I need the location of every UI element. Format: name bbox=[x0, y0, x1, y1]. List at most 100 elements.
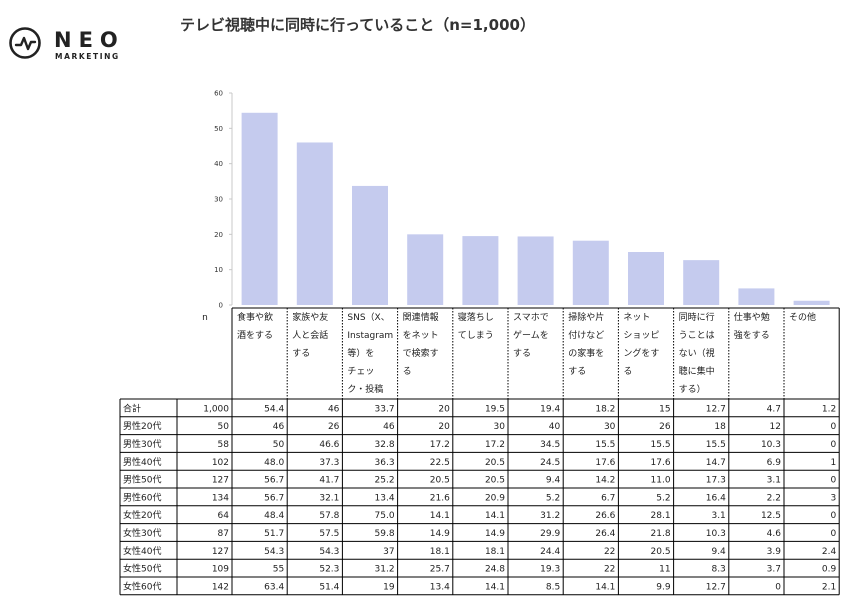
table-cell-value: 25.2 bbox=[375, 476, 395, 486]
category-label-line: 付けなど bbox=[568, 330, 604, 341]
table-cell-value: 14.1 bbox=[595, 582, 615, 592]
category-label-line: 等）を bbox=[347, 347, 374, 359]
table-cell-value: 54.3 bbox=[264, 547, 284, 557]
table-cell-value: 12.7 bbox=[706, 404, 726, 414]
table-cell-value: 0 bbox=[775, 582, 781, 592]
table-cell-value: 14.7 bbox=[706, 458, 726, 468]
row-label: 女性60代 bbox=[123, 580, 161, 592]
category-label-line: する） bbox=[679, 384, 706, 395]
table-cell-value: 15.5 bbox=[706, 440, 726, 450]
category-label: 関連情報をネットで検索する bbox=[403, 311, 439, 377]
bar bbox=[793, 300, 830, 305]
table-cell-value: 26.4 bbox=[595, 529, 615, 539]
category-label-line: その他 bbox=[789, 311, 816, 323]
table-cell-value: 8.3 bbox=[711, 565, 725, 575]
y-tick-label: 50 bbox=[214, 125, 223, 133]
table-cell-value: 22.5 bbox=[430, 458, 450, 468]
category-label-line: SNS（X、 bbox=[347, 312, 389, 323]
n-header: n bbox=[202, 313, 208, 323]
category-label-line: チェッ bbox=[347, 366, 374, 377]
category-label-line: Instagram bbox=[347, 331, 393, 341]
category-label: 寝落ちしてしまう bbox=[458, 311, 494, 341]
table-cell-value: 14.9 bbox=[430, 529, 450, 539]
category-label-line: する bbox=[568, 366, 586, 377]
category-label: その他 bbox=[789, 311, 816, 323]
table-cell-value: 13.4 bbox=[375, 493, 395, 503]
table-cell-value: 3.1 bbox=[767, 476, 781, 486]
table-cell-value: 10.3 bbox=[761, 440, 781, 450]
table-cell-value: 56.7 bbox=[264, 493, 284, 503]
table-cell-value: 0 bbox=[830, 422, 836, 432]
category-label: 同時に行うことはない（視聴に集中する） bbox=[679, 311, 715, 395]
table-cell-value: 2.2 bbox=[767, 493, 781, 503]
table-cell-value: 9.4 bbox=[711, 547, 726, 557]
table-cell-value: 20.5 bbox=[430, 476, 450, 486]
category-label-line: 同時に行 bbox=[679, 311, 715, 323]
table-cell-value: 26 bbox=[328, 422, 340, 432]
table-cell-value: 12 bbox=[770, 422, 781, 432]
table-cell-value: 14.1 bbox=[485, 511, 505, 521]
table-cell-value: 20 bbox=[438, 422, 450, 432]
table-cell-value: 20.5 bbox=[485, 476, 505, 486]
brand-name: NEO bbox=[54, 28, 125, 52]
table-cell-value: 54.4 bbox=[264, 404, 284, 414]
table-cell-value: 55 bbox=[273, 565, 284, 575]
table-cell-value: 50 bbox=[273, 440, 285, 450]
table-cell-value: 6.7 bbox=[601, 493, 615, 503]
bar bbox=[241, 112, 278, 305]
table-cell-value: 24.8 bbox=[485, 565, 505, 575]
category-label: 掃除や片付けなどの家事をする bbox=[568, 311, 604, 377]
category-label-line: る bbox=[403, 366, 412, 377]
table-cell-value: 6.9 bbox=[767, 458, 782, 468]
row-label: 男性60代 bbox=[123, 491, 161, 503]
category-label-line: ゲームを bbox=[513, 329, 549, 341]
row-label: 男性30代 bbox=[123, 438, 161, 450]
category-label-line: うことは bbox=[679, 330, 715, 341]
table-cell-value: 14.1 bbox=[485, 582, 505, 592]
chart-title: テレビ視聴中に同時に行っていること（n=1,000） bbox=[180, 16, 535, 34]
table-cell-value: 9.4 bbox=[546, 476, 561, 486]
table-cell-value: 40 bbox=[549, 422, 561, 432]
table-cell-value: 21.8 bbox=[651, 529, 671, 539]
table-cell-value: 15.5 bbox=[651, 440, 671, 450]
table-cell-value: 20.5 bbox=[485, 458, 505, 468]
table-cell-value: 19.3 bbox=[540, 565, 560, 575]
table-cell-value: 75.0 bbox=[375, 511, 395, 521]
category-label-line: 人と会話 bbox=[292, 329, 328, 341]
table-cell-value: 18.1 bbox=[430, 547, 450, 557]
table-cell-value: 15.5 bbox=[595, 440, 615, 450]
table-cell-value: 14.1 bbox=[430, 511, 450, 521]
table-cell-value: 20 bbox=[438, 404, 450, 414]
table-cell-value: 4.6 bbox=[767, 529, 782, 539]
category-label-line: ングをす bbox=[623, 347, 659, 359]
category-label-line: 関連情報 bbox=[403, 311, 439, 323]
table-cell-value: 0.9 bbox=[822, 565, 837, 575]
table-cell-value: 12.7 bbox=[706, 582, 726, 592]
category-label-line: の家事を bbox=[568, 347, 604, 359]
table-cell-value: 20.5 bbox=[651, 547, 671, 557]
table-cell-value: 46.6 bbox=[319, 440, 339, 450]
table-cell-value: 46 bbox=[383, 422, 395, 432]
table-cell-value: 2.4 bbox=[822, 547, 837, 557]
table-cell-value: 30 bbox=[604, 422, 616, 432]
category-label: 仕事や勉強をする bbox=[734, 311, 770, 341]
y-tick-label: 60 bbox=[214, 90, 223, 98]
category-label-line: 食事や飲 bbox=[237, 311, 273, 323]
pulse-circle-icon bbox=[9, 27, 41, 59]
category-label-line: てしまう bbox=[458, 330, 494, 341]
table-cell-value: 63.4 bbox=[264, 582, 284, 592]
bar bbox=[296, 142, 333, 305]
table-cell-value: 30 bbox=[494, 422, 506, 432]
table-cell-value: 2.1 bbox=[822, 582, 836, 592]
table-cell-value: 18.1 bbox=[485, 547, 505, 557]
table-cell-value: 1.2 bbox=[822, 404, 836, 414]
table-cell-value: 57.8 bbox=[319, 511, 339, 521]
category-label-line: 寝落ちし bbox=[458, 311, 494, 323]
bar bbox=[517, 236, 554, 305]
category-label-line: で検索す bbox=[403, 347, 439, 359]
bar bbox=[407, 234, 444, 305]
table-cell-value: 4.7 bbox=[767, 404, 781, 414]
row-n-value: 134 bbox=[212, 493, 229, 503]
row-n-value: 58 bbox=[218, 440, 230, 450]
y-tick-label: 0 bbox=[219, 302, 223, 310]
